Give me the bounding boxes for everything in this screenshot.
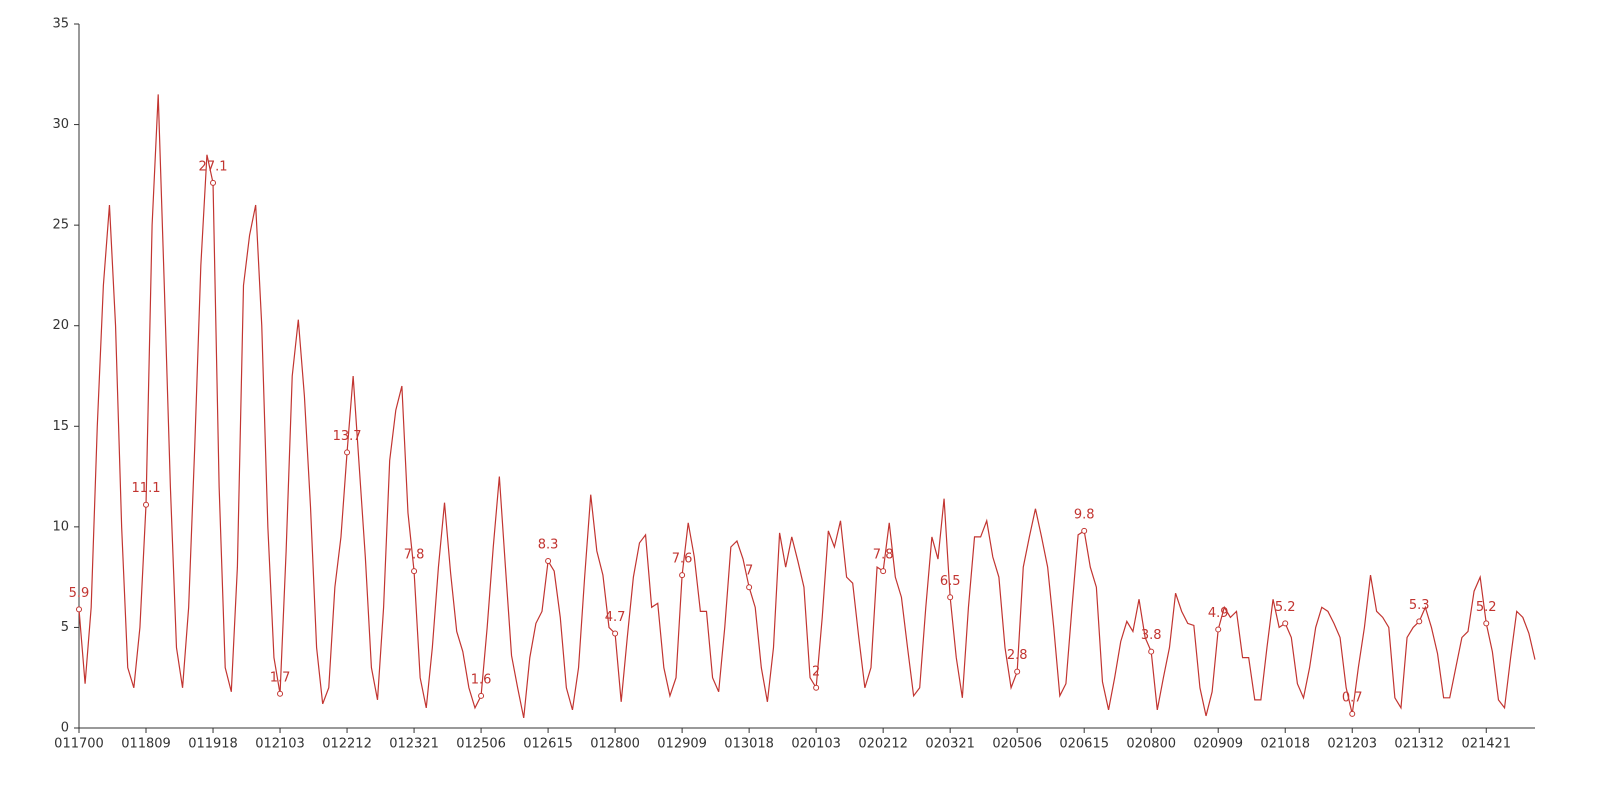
value-label: 4.7 bbox=[605, 610, 626, 625]
point bbox=[411, 568, 418, 575]
x-tick-label: 013018 bbox=[724, 737, 774, 752]
value-label: 8.3 bbox=[538, 538, 559, 553]
y-tick-label: 10 bbox=[52, 519, 69, 534]
value-label: 0.7 bbox=[1342, 690, 1363, 705]
point bbox=[1416, 618, 1423, 625]
value-label: 11.1 bbox=[132, 481, 161, 496]
x-tick-label: 012615 bbox=[523, 737, 573, 752]
value-label: 27.1 bbox=[199, 159, 228, 174]
point bbox=[1148, 648, 1155, 655]
point bbox=[545, 558, 552, 565]
y-tick-label: 20 bbox=[52, 318, 69, 333]
point bbox=[277, 690, 284, 697]
point bbox=[947, 594, 954, 601]
x-tick-label: 021203 bbox=[1327, 737, 1377, 752]
x-tick-label: 020321 bbox=[925, 737, 975, 752]
value-label: 5.2 bbox=[1476, 600, 1497, 615]
value-label: 7.8 bbox=[404, 548, 425, 563]
line bbox=[78, 94, 1536, 719]
value-label: 1.6 bbox=[471, 672, 492, 687]
point bbox=[1081, 527, 1088, 534]
value-label: 3.8 bbox=[1141, 628, 1162, 643]
value-label: 6.5 bbox=[940, 574, 961, 589]
point bbox=[1282, 620, 1289, 627]
x-tick-label: 020800 bbox=[1126, 737, 1176, 752]
value-label: 1.7 bbox=[270, 670, 291, 685]
value-label: 7 bbox=[745, 564, 753, 579]
value-label: 9.8 bbox=[1074, 507, 1095, 522]
x-tick-label: 020615 bbox=[1059, 737, 1109, 752]
point bbox=[679, 572, 686, 579]
y-tick-label: 25 bbox=[52, 218, 69, 233]
point bbox=[746, 584, 753, 591]
x-tick-label: 012800 bbox=[590, 737, 640, 752]
y-tick-label: 0 bbox=[61, 721, 69, 736]
x-tick-label: 021421 bbox=[1461, 737, 1511, 752]
x-tick-label: 012909 bbox=[657, 737, 707, 752]
y-tick-label: 35 bbox=[52, 17, 69, 32]
value-label: 2.8 bbox=[1007, 648, 1028, 663]
point bbox=[76, 606, 82, 613]
x-tick-label: 021018 bbox=[1260, 737, 1310, 752]
x-tick-label: 011809 bbox=[121, 737, 171, 752]
point bbox=[210, 179, 217, 186]
value-label: 7.8 bbox=[873, 548, 894, 563]
x-tick-label: 011918 bbox=[188, 737, 238, 752]
value-label: 2 bbox=[812, 664, 820, 679]
point bbox=[880, 568, 887, 575]
value-label: 5.2 bbox=[1275, 600, 1296, 615]
x-tick-label: 020909 bbox=[1193, 737, 1243, 752]
x-tick-label: 021312 bbox=[1394, 737, 1444, 752]
point bbox=[1014, 668, 1021, 675]
point bbox=[1349, 710, 1356, 717]
point bbox=[478, 692, 485, 699]
x-tick-label: 012103 bbox=[255, 737, 305, 752]
point bbox=[1483, 620, 1490, 627]
point bbox=[813, 684, 820, 691]
point bbox=[612, 630, 619, 637]
x-tick-label: 011700 bbox=[54, 737, 104, 752]
value-label: 7.6 bbox=[672, 552, 693, 567]
point bbox=[1215, 626, 1222, 633]
value-label: 4.9 bbox=[1208, 606, 1229, 621]
y-tick-label: 15 bbox=[52, 419, 69, 434]
value-label: 13.7 bbox=[333, 429, 362, 444]
x-tick-label: 020212 bbox=[858, 737, 908, 752]
y-tick-label: 5 bbox=[61, 620, 69, 635]
value-label: 5.9 bbox=[69, 586, 90, 601]
x-tick-label: 012506 bbox=[456, 737, 506, 752]
y-tick-label: 30 bbox=[52, 117, 69, 132]
x-tick-label: 012212 bbox=[322, 737, 372, 752]
value-label: 5.3 bbox=[1409, 598, 1430, 613]
x-tick-label: 020506 bbox=[992, 737, 1042, 752]
point bbox=[143, 501, 150, 508]
x-tick-label: 012321 bbox=[389, 737, 439, 752]
x-tick-label: 020103 bbox=[791, 737, 841, 752]
point bbox=[344, 449, 351, 456]
